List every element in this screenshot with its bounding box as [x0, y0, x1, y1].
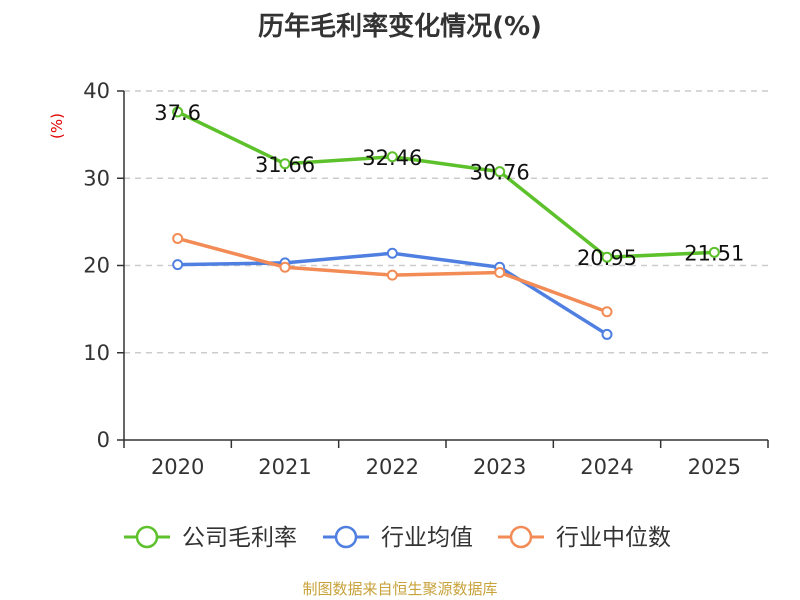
x-tick-label: 2024	[580, 455, 633, 479]
legend-label: 公司毛利率	[182, 525, 297, 551]
data-label: 30.76	[470, 161, 530, 185]
data-point	[386, 269, 398, 281]
x-tick-label: 2025	[688, 455, 741, 479]
data-point	[279, 261, 291, 273]
chart-title: 历年毛利率变化情况(%)	[258, 12, 542, 42]
y-tick-label: 30	[83, 166, 110, 190]
data-point	[386, 151, 398, 163]
data-label: 20.95	[577, 246, 637, 270]
legend-marker	[334, 525, 358, 549]
data-label: 21.51	[684, 241, 744, 265]
legend-label: 行业中位数	[556, 525, 671, 551]
legend-marker	[509, 525, 533, 549]
x-tick-label: 2023	[473, 455, 526, 479]
y-tick-label: 10	[83, 341, 110, 365]
y-axis-unit: (%)	[48, 113, 66, 139]
data-label: 31.66	[255, 153, 315, 177]
data-point	[494, 266, 506, 278]
data-label: 37.6	[154, 101, 201, 125]
x-tick-label: 2022	[366, 455, 419, 479]
data-point	[172, 259, 184, 271]
legend-label: 行业均值	[381, 525, 473, 551]
data-point	[279, 158, 291, 170]
data-point	[708, 246, 720, 258]
data-point	[172, 106, 184, 118]
data-source-note: 制图数据来自恒生聚源数据库	[302, 580, 498, 598]
y-tick-label: 0	[97, 428, 110, 452]
series-line-0	[176, 110, 715, 259]
x-tick-label: 2021	[258, 455, 311, 479]
data-label: 32.46	[362, 146, 422, 170]
data-point	[601, 251, 613, 263]
data-point	[172, 232, 184, 244]
x-tick-label: 2020	[151, 455, 204, 479]
data-point	[386, 247, 398, 259]
data-point	[494, 166, 506, 178]
y-tick-label: 20	[83, 254, 110, 278]
legend-marker	[135, 525, 159, 549]
data-point	[601, 328, 613, 340]
data-point	[601, 306, 613, 318]
y-tick-label: 40	[83, 79, 110, 103]
